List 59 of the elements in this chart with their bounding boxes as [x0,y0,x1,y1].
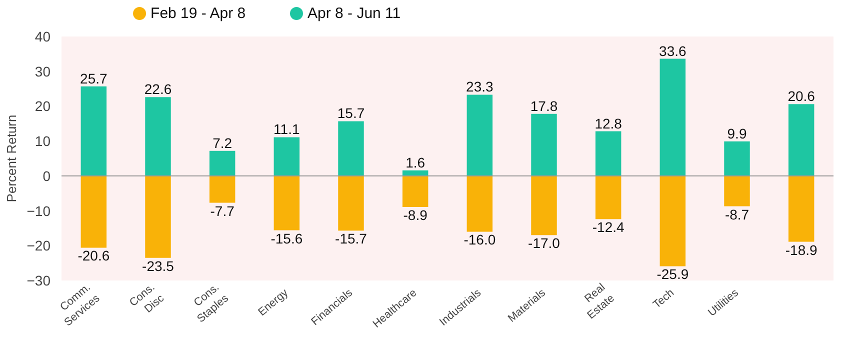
bar [80,86,107,176]
data-label: -23.5 [142,258,174,274]
bar [724,176,750,206]
data-label: -20.6 [78,248,110,264]
data-label: 25.7 [80,70,108,86]
bar [209,176,236,203]
bar [274,137,300,176]
legend-label: Apr 8 - Jun 11 [308,5,401,22]
bar [788,176,814,242]
data-label: -15.7 [335,230,368,247]
data-label: -8.7 [724,206,750,222]
data-label: -16.0 [464,232,496,248]
data-label: -8.9 [403,206,428,223]
data-label: 15.7 [337,105,365,122]
y-axis-title: Percent Return [4,114,19,202]
y-tick-label: 20 [34,98,51,114]
bar [338,121,364,176]
bar [338,176,364,231]
y-tick-label: 40 [34,28,51,44]
data-label: 12.8 [594,115,622,132]
data-label: 1.6 [406,154,426,170]
bar [788,104,814,176]
data-label: -18.9 [785,242,818,258]
bar [466,94,493,176]
data-label: 23.3 [466,78,494,95]
data-label: -25.9 [656,266,689,282]
bar [466,176,493,232]
bar [145,97,171,176]
data-label: 20.6 [788,88,816,104]
bar [531,114,557,176]
y-tick-label: 0 [42,168,51,184]
data-label: 7.2 [212,134,232,151]
legend-label: Feb 19 - Apr 8 [150,5,246,22]
bar [145,176,171,258]
data-label: -17.0 [528,235,560,252]
y-tick-label: 30 [34,63,51,80]
bar [595,131,622,176]
data-label: -15.6 [270,230,303,246]
y-tick-label: −20 [26,238,51,254]
bar [274,176,300,230]
data-label: -12.4 [592,219,624,236]
y-tick-label: 10 [34,133,51,150]
data-label: 22.6 [144,81,172,98]
data-label: 33.6 [659,42,687,59]
bar [209,150,236,176]
bar [660,58,686,176]
x-tick-label: Tech [651,286,677,312]
bar [660,176,686,266]
bar [724,141,750,176]
data-label: -7.7 [210,202,235,219]
data-label: 11.1 [274,121,300,138]
bar [531,176,557,236]
bar [80,176,107,248]
bar [595,176,622,220]
bar [402,176,428,207]
data-label: 9.9 [727,125,747,142]
y-tick-label: −30 [26,272,51,288]
data-label: 17.8 [530,98,558,114]
y-tick-label: −10 [26,202,51,219]
